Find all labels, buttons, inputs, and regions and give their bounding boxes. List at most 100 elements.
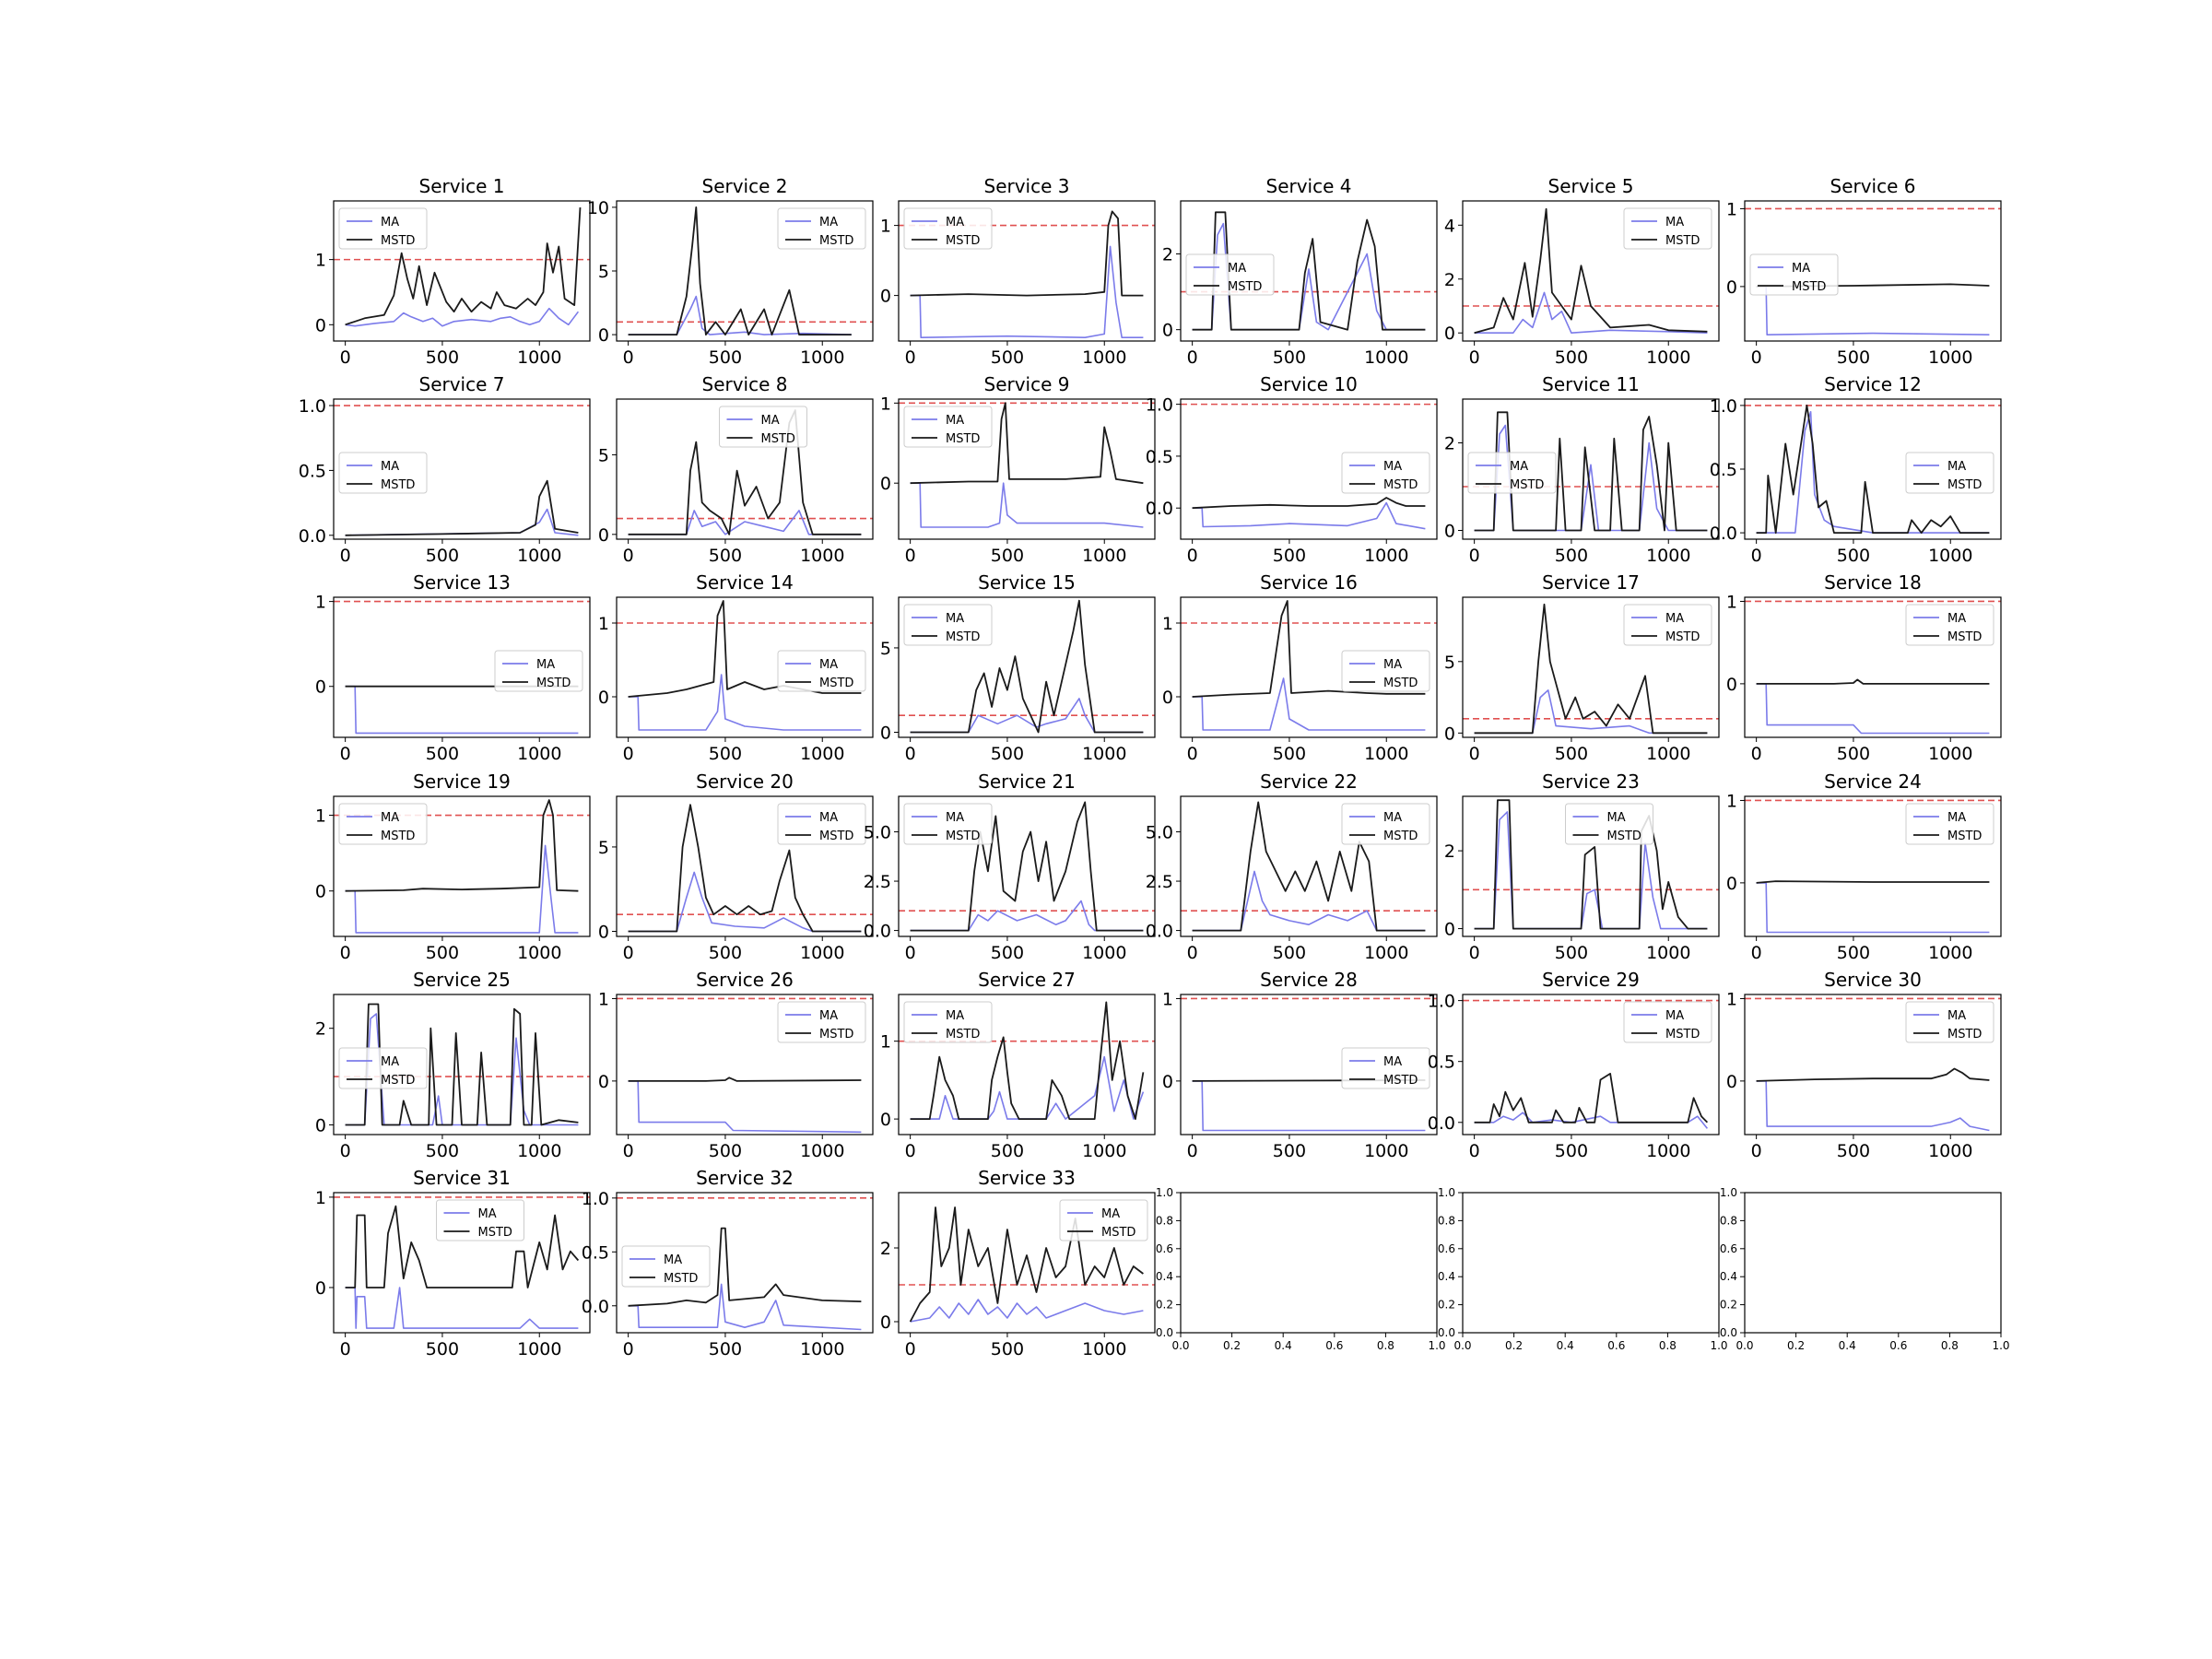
legend: MA MSTD xyxy=(338,452,428,494)
legend: MA MSTD xyxy=(1905,604,1994,646)
y-tick-label: 1.0 xyxy=(1438,1186,1455,1199)
series-line-mstd xyxy=(628,206,852,335)
x-tick-label: 0.0 xyxy=(1735,1339,1753,1352)
y-tick-label: 2 xyxy=(1162,245,1173,265)
axes-frame xyxy=(1462,398,1720,540)
legend-label-ma: MA xyxy=(1665,216,1684,229)
subplot-34: 0.0 0.2 0.4 0.6 0.8 1.0 0.0 0.2 0.4 0.6 0.8 1.0 xyxy=(1156,1186,1446,1352)
y-tick-label: 5 xyxy=(1444,653,1455,673)
y-tick-label: 0 xyxy=(315,882,326,902)
subplot-21: Service 21 0 500 1000 0.0 2.5 5.0 MA MSTD xyxy=(864,771,1156,963)
series-line-mstd xyxy=(910,599,1144,734)
legend-label-ma: MA xyxy=(1383,1055,1402,1069)
y-tick-label: 1 xyxy=(1162,989,1173,1009)
legend-label-mstd: MSTD xyxy=(1665,234,1700,248)
x-tick-label: 0.6 xyxy=(1607,1339,1625,1352)
subplot-6: Service 6 0 500 1000 0 1 MA MSTD xyxy=(1726,175,2002,368)
series-line-ma xyxy=(345,307,580,327)
series-line-ma xyxy=(1756,411,1990,534)
y-tick-label: 0.5 xyxy=(1710,460,1737,480)
axes-frame xyxy=(898,596,1156,738)
series-line-ma xyxy=(1756,683,1990,735)
y-tick-label: 1 xyxy=(598,614,609,634)
subplot-5: Service 5 0 500 1000 0 2 4 MA MSTD xyxy=(1444,175,1720,368)
legend-label-mstd: MSTD xyxy=(381,234,415,248)
legend-box xyxy=(1623,207,1712,250)
x-tick-label: 1000 xyxy=(1364,1141,1408,1161)
x-tick-label: 1000 xyxy=(1082,546,1126,566)
legend: MA MSTD xyxy=(903,1001,993,1043)
x-tick-label: 0 xyxy=(905,546,916,566)
legend-box xyxy=(903,803,993,845)
axes-frame xyxy=(1180,398,1438,540)
subplot-title: Service 31 xyxy=(413,1167,511,1189)
x-tick-label: 500 xyxy=(709,546,742,566)
y-tick-label: 1 xyxy=(315,251,326,271)
x-tick-label: 0 xyxy=(1469,1141,1480,1161)
series-line-ma xyxy=(628,1283,862,1331)
legend: MA MSTD xyxy=(777,803,866,845)
y-tick-label: 2 xyxy=(1444,841,1455,862)
x-tick-label: 0 xyxy=(905,1339,916,1359)
x-tick-label: 0 xyxy=(1187,1141,1198,1161)
x-tick-label: 500 xyxy=(426,546,459,566)
legend-label-mstd: MSTD xyxy=(946,630,980,644)
legend: MA MSTD xyxy=(1623,604,1712,646)
x-tick-label: 1000 xyxy=(1082,744,1126,764)
legend: MA MSTD xyxy=(1905,803,1994,845)
legend-label-mstd: MSTD xyxy=(1510,478,1544,492)
series-line-mstd xyxy=(1474,603,1708,735)
series-line-mstd xyxy=(1474,1073,1709,1124)
x-tick-label: 0 xyxy=(1469,943,1480,963)
legend-label-mstd: MSTD xyxy=(761,432,795,446)
subplot-11: Service 11 0 500 1000 0 2 MA MSTD xyxy=(1444,373,1720,566)
x-tick-label: 1000 xyxy=(1082,943,1126,963)
x-tick-label: 500 xyxy=(709,744,742,764)
series-line-ma xyxy=(345,1287,579,1329)
x-tick-label: 500 xyxy=(426,1141,459,1161)
axes-frame xyxy=(898,795,1156,937)
series-line-ma xyxy=(1474,291,1708,334)
subplot-33: Service 33 0 500 1000 0 2 MA MSTD xyxy=(880,1167,1156,1359)
y-tick-label: 10 xyxy=(587,198,609,218)
axes-frame xyxy=(333,200,591,342)
legend-label-ma: MA xyxy=(1665,1009,1684,1023)
legend-label-mstd: MSTD xyxy=(946,432,980,446)
subplot-18: Service 18 0 500 1000 0 1 MA MSTD xyxy=(1726,571,2002,764)
subplot-2: Service 2 0 500 1000 0 5 10 MA MSTD xyxy=(587,175,874,368)
subplot-title: Service 27 xyxy=(978,969,1076,991)
x-tick-label: 1.0 xyxy=(1710,1339,1727,1352)
y-tick-label: 0.5 xyxy=(299,461,326,481)
x-tick-label: 500 xyxy=(991,943,1024,963)
subplot-20: Service 20 0 500 1000 0 5 MA MSTD xyxy=(598,771,874,963)
axes-frame xyxy=(1180,795,1438,937)
x-tick-label: 1000 xyxy=(1928,546,1972,566)
x-tick-label: 0 xyxy=(340,546,351,566)
subplot-title: Service 13 xyxy=(413,571,511,594)
legend-box xyxy=(719,406,807,448)
y-tick-label: 0 xyxy=(598,325,609,346)
y-tick-label: 1.0 xyxy=(1428,992,1455,1012)
series-line-ma xyxy=(1474,689,1708,735)
subplot-36: 0.0 0.2 0.4 0.6 0.8 1.0 0.0 0.2 0.4 0.6 0.8 1.0 xyxy=(1720,1186,2010,1352)
subplot-17: Service 17 0 500 1000 0 5 MA MSTD xyxy=(1444,571,1720,764)
x-tick-label: 0 xyxy=(340,1339,351,1359)
x-tick-label: 500 xyxy=(1555,347,1588,368)
series-line-ma xyxy=(345,685,579,735)
axes-frame xyxy=(1180,994,1438,1135)
y-tick-label: 1 xyxy=(880,1032,891,1053)
subplot-7: Service 7 0 500 1000 0.0 0.5 1.0 MA MSTD xyxy=(299,373,591,566)
legend-box xyxy=(777,1001,866,1043)
subplot-title: Service 10 xyxy=(1260,373,1358,395)
legend: MA MSTD xyxy=(494,650,583,692)
y-tick-label: 1 xyxy=(598,989,609,1009)
y-tick-label: 0 xyxy=(598,688,609,708)
subplot-title: Service 22 xyxy=(1260,771,1358,793)
x-tick-label: 0 xyxy=(1187,347,1198,368)
legend-label-mstd: MSTD xyxy=(946,1028,980,1041)
x-tick-label: 500 xyxy=(709,1339,742,1359)
x-tick-label: 0 xyxy=(1187,546,1198,566)
legend: MA MSTD xyxy=(1341,803,1430,845)
x-tick-label: 0 xyxy=(340,943,351,963)
y-tick-label: 1 xyxy=(1726,592,1737,612)
